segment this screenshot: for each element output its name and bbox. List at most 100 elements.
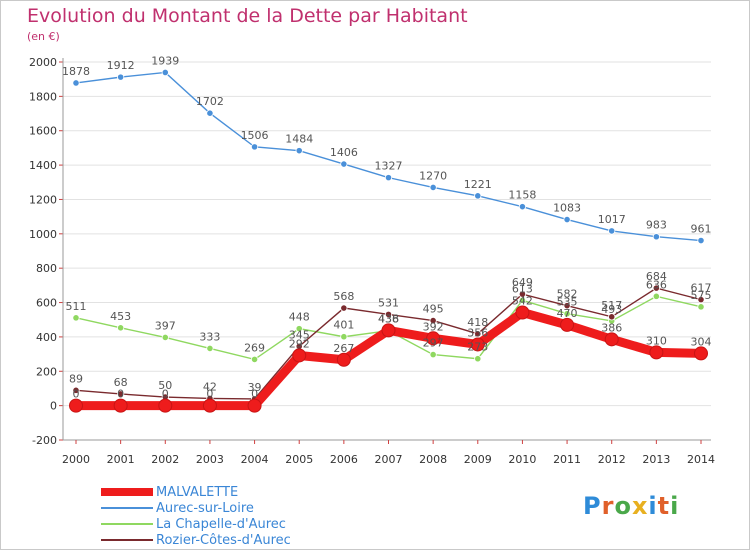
x-tick-label: 2009 (464, 453, 492, 466)
data-point (292, 348, 307, 363)
logo-letter: P (583, 492, 602, 520)
data-point (697, 296, 705, 304)
x-tick-label: 2005 (285, 453, 313, 466)
data-point (340, 333, 348, 341)
data-point (117, 73, 125, 81)
data-label: 0 (251, 388, 258, 401)
data-label: 297 (423, 337, 444, 350)
data-point (649, 345, 664, 360)
data-label: 418 (467, 316, 488, 329)
data-label: 617 (691, 282, 712, 295)
proxiti-logo: Proxiti (583, 492, 679, 520)
data-point (563, 302, 571, 310)
y-tick-label: 1800 (29, 90, 57, 103)
data-label: 89 (69, 372, 83, 385)
data-point (206, 344, 214, 353)
data-point (381, 323, 396, 338)
data-point (518, 203, 527, 211)
data-point (250, 143, 259, 151)
data-label: 535 (557, 296, 578, 309)
data-label: 1406 (330, 146, 358, 159)
x-tick-label: 2008 (419, 453, 447, 466)
legend-item: Aurec-sur-Loire (101, 500, 421, 516)
logo-letter: x (631, 492, 649, 520)
x-tick-label: 2011 (553, 453, 581, 466)
y-tick-label: 2000 (29, 56, 57, 69)
data-label: 983 (646, 219, 667, 232)
x-tick-label: 2004 (241, 453, 269, 466)
data-point (474, 192, 482, 200)
data-label: 493 (601, 303, 622, 316)
data-label: 575 (691, 289, 712, 302)
data-point (652, 284, 660, 292)
data-point (161, 333, 169, 342)
data-label: 386 (601, 321, 622, 334)
data-point (295, 325, 303, 333)
data-point (72, 79, 80, 87)
data-label: 436 (378, 313, 399, 326)
legend: MALVALETTE Aurec-sur-Loire La Chapelle-d'A… (101, 484, 421, 548)
data-point (206, 109, 214, 117)
data-label: 470 (557, 307, 578, 320)
data-label: 1702 (196, 95, 224, 108)
data-label: 1878 (62, 65, 90, 78)
chart-title: Evolution du Montant de la Dette par Hab… (27, 5, 468, 27)
data-label: 333 (199, 330, 220, 343)
data-label: 1017 (598, 213, 626, 226)
data-label: 273 (467, 341, 488, 354)
data-point (429, 183, 437, 192)
data-label: 401 (333, 319, 354, 332)
data-label: 1270 (419, 169, 447, 182)
data-label: 356 (467, 326, 488, 339)
data-label: 0 (117, 388, 124, 401)
data-point (72, 386, 80, 394)
y-tick-label: -200 (32, 434, 57, 447)
data-label: 1221 (464, 178, 492, 191)
data-point (652, 233, 660, 241)
data-point (384, 174, 393, 182)
data-label: 649 (512, 276, 533, 289)
data-point (69, 398, 83, 413)
data-point (563, 310, 571, 318)
data-label: 1506 (241, 129, 269, 142)
data-point (697, 236, 705, 245)
data-point (117, 390, 125, 398)
y-tick-label: 1600 (29, 125, 57, 138)
legend-item: Rozier-Côtes-d'Aurec (101, 532, 421, 548)
data-point (202, 398, 217, 413)
y-tick-label: 400 (36, 331, 57, 344)
data-point (161, 68, 169, 77)
data-point (340, 304, 348, 312)
data-point (470, 337, 485, 352)
data-label: 613 (512, 282, 533, 295)
data-label: 1083 (553, 202, 581, 215)
logo-letter: r (601, 492, 615, 520)
data-label: 961 (691, 223, 712, 236)
data-point (113, 398, 128, 413)
logo-letter: t (657, 492, 671, 520)
data-point (474, 355, 482, 363)
data-point (117, 324, 125, 332)
x-tick-label: 2006 (330, 453, 358, 466)
x-tick-label: 2014 (687, 453, 715, 466)
data-label: 568 (333, 290, 354, 303)
x-tick-label: 2001 (107, 453, 135, 466)
data-point (429, 316, 437, 325)
data-label: 267 (333, 342, 354, 355)
legend-swatch (101, 488, 153, 496)
data-label: 438 (378, 312, 399, 325)
x-tick-label: 2002 (151, 453, 179, 466)
data-point (295, 147, 303, 155)
data-label: 42 (203, 380, 217, 393)
data-label: 304 (691, 335, 712, 348)
data-point (474, 330, 482, 338)
legend-swatch (101, 539, 153, 541)
x-tick-label: 2013 (642, 453, 670, 466)
data-label: 1158 (508, 189, 536, 202)
data-label: 636 (646, 278, 667, 291)
data-label: 542 (512, 295, 533, 308)
data-label: 1327 (375, 160, 403, 173)
data-point (384, 310, 393, 319)
data-point (72, 314, 80, 322)
data-point (608, 227, 616, 235)
